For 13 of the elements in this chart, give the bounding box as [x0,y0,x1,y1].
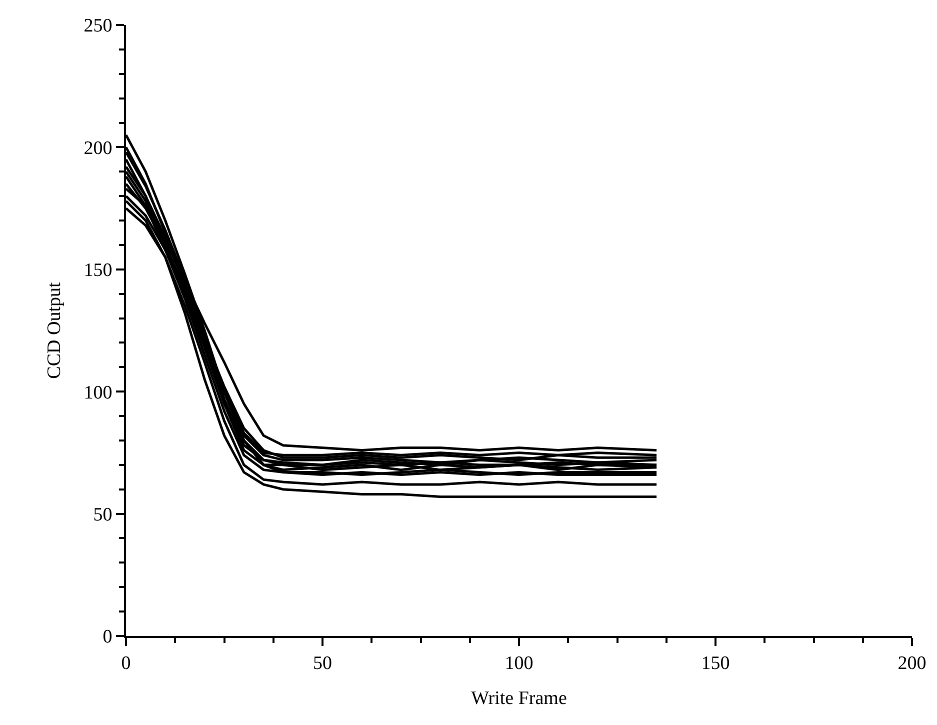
x-tick-label: 50 [313,652,332,674]
y-tick-label: 50 [93,504,112,526]
y-tick-label: 100 [84,382,112,404]
x-tick-label: 200 [898,652,926,674]
x-tick-label: 100 [504,652,534,674]
x-axis-title: Write Frame [471,688,567,710]
x-tick-label: 150 [701,652,730,674]
y-tick-label: 150 [84,260,112,282]
y-tick-label: 0 [102,626,112,648]
x-tick-label: 0 [121,652,131,674]
y-tick-label: 200 [84,138,112,159]
y-axis-title: CCD Output [44,281,66,379]
y-tick-label: 250 [84,16,112,37]
